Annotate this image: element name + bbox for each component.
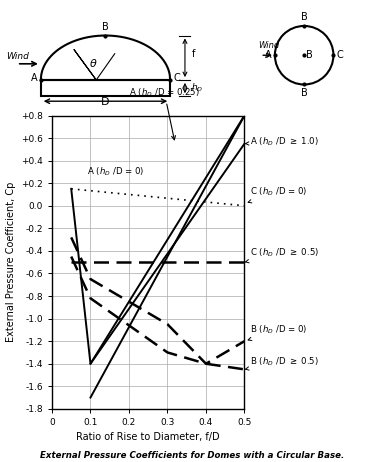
Text: External Pressure Coefficients for Domes with a Circular Base.: External Pressure Coefficients for Domes… xyxy=(40,451,345,460)
Text: A ($h_D$ /D $\geq$ 1.0): A ($h_D$ /D $\geq$ 1.0) xyxy=(245,135,319,148)
Text: A ($h_D$ /D = 0): A ($h_D$ /D = 0) xyxy=(87,165,144,177)
Text: B: B xyxy=(306,50,313,60)
Text: C ($h_D$ /D $\geq$ 0.5): C ($h_D$ /D $\geq$ 0.5) xyxy=(245,247,320,263)
Text: B: B xyxy=(301,88,308,97)
Text: f: f xyxy=(191,49,195,59)
Text: B: B xyxy=(102,23,109,32)
Text: Wind: Wind xyxy=(258,41,280,50)
Text: B ($h_D$ /D = 0): B ($h_D$ /D = 0) xyxy=(248,324,308,340)
Text: D: D xyxy=(101,97,110,107)
Text: B ($h_D$ /D $\geq$ 0.5): B ($h_D$ /D $\geq$ 0.5) xyxy=(245,355,319,370)
Text: A: A xyxy=(30,73,37,83)
Text: C: C xyxy=(336,50,343,60)
Text: Wind: Wind xyxy=(6,52,28,61)
X-axis label: Ratio of Rise to Diameter, f/D: Ratio of Rise to Diameter, f/D xyxy=(76,432,220,443)
Y-axis label: External Pressure Coefficient, Cp: External Pressure Coefficient, Cp xyxy=(5,182,15,342)
Text: A ($h_D$ /D = 0.25): A ($h_D$ /D = 0.25) xyxy=(129,86,199,140)
Text: B: B xyxy=(301,12,308,22)
Bar xyxy=(41,80,170,96)
Text: C: C xyxy=(174,73,181,83)
Text: $\theta$: $\theta$ xyxy=(89,57,98,69)
Text: C ($h_D$ /D = 0): C ($h_D$ /D = 0) xyxy=(248,186,308,203)
Text: $h_D$: $h_D$ xyxy=(191,82,204,94)
Text: A: A xyxy=(265,50,272,60)
